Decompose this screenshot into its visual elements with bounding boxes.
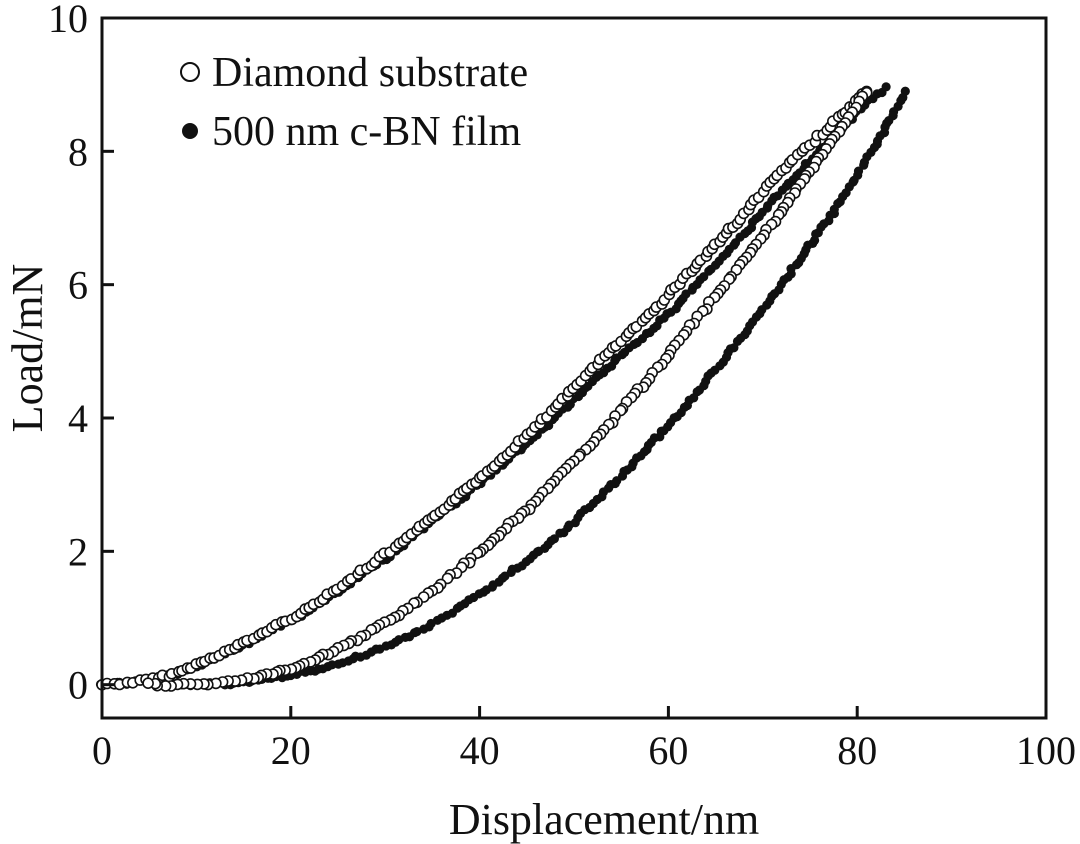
x-tick-label: 100 [1016, 728, 1076, 773]
y-axis: 0 2 4 6 8 10 [48, 0, 114, 708]
x-tick-label: 20 [271, 728, 311, 773]
y-tick-label: 2 [68, 529, 88, 574]
cbn-film-unloading-point [419, 624, 429, 634]
x-axis: 0 20 40 60 80 100 [92, 706, 1076, 773]
y-tick-label: 0 [68, 663, 88, 708]
y-axis-title: Load/mN [3, 264, 52, 433]
x-tick-label: 80 [837, 728, 877, 773]
plot-area [95, 82, 910, 692]
x-tick-label: 60 [648, 728, 688, 773]
cbn-film-loading-point [881, 82, 891, 92]
legend-marker-diamond-substrate [180, 62, 200, 82]
diamond-substrate-unloading-point [142, 677, 154, 690]
legend-label-diamond-substrate: Diamond substrate [212, 50, 528, 96]
legend-marker-cbn-film [182, 123, 198, 139]
cbn-film-unloading-point [859, 160, 869, 170]
legend: Diamond substrate 500 nm c-BN film [180, 50, 528, 155]
y-tick-label: 4 [68, 396, 88, 441]
y-tick-label: 10 [48, 0, 88, 41]
x-tick-label: 40 [460, 728, 500, 773]
y-tick-label: 8 [68, 129, 88, 174]
y-tick-label: 6 [68, 263, 88, 308]
plot-frame [100, 16, 1048, 720]
x-axis-title: Displacement/nm [449, 795, 759, 844]
legend-label-cbn-film: 500 nm c-BN film [212, 109, 521, 155]
x-tick-label: 0 [92, 728, 112, 773]
